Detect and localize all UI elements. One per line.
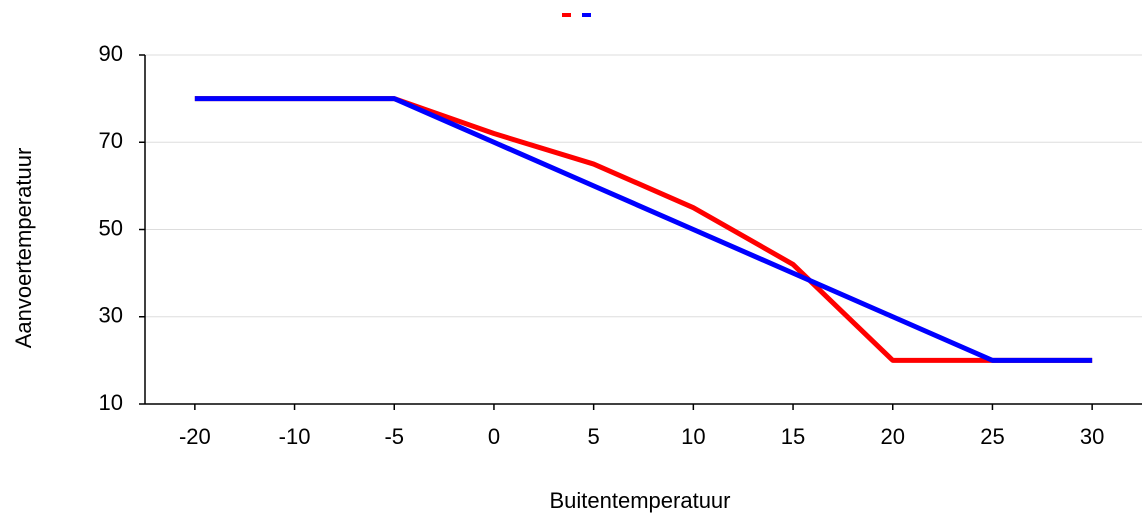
x-tick-label: 0	[488, 424, 500, 449]
x-tick-label: -10	[279, 424, 311, 449]
x-tick-label: -5	[384, 424, 404, 449]
y-tick-label: 90	[99, 41, 123, 66]
y-tick-label: 70	[99, 128, 123, 153]
x-tick-label: 10	[681, 424, 705, 449]
y-tick-label: 10	[99, 390, 123, 415]
x-tick-label: 15	[781, 424, 805, 449]
y-tick-label: 30	[99, 303, 123, 328]
x-tick-label: -20	[179, 424, 211, 449]
series-line	[194, 96, 1093, 363]
x-tick-label: 30	[1080, 424, 1104, 449]
y-tick-label: 50	[99, 215, 123, 240]
x-tick-label: 5	[588, 424, 600, 449]
x-axis-label: Buitentemperatuur	[550, 488, 731, 513]
y-axis-label: Aanvoertemperatuur	[11, 148, 36, 349]
x-tick-label: 20	[881, 424, 905, 449]
x-tick-label: 25	[980, 424, 1004, 449]
